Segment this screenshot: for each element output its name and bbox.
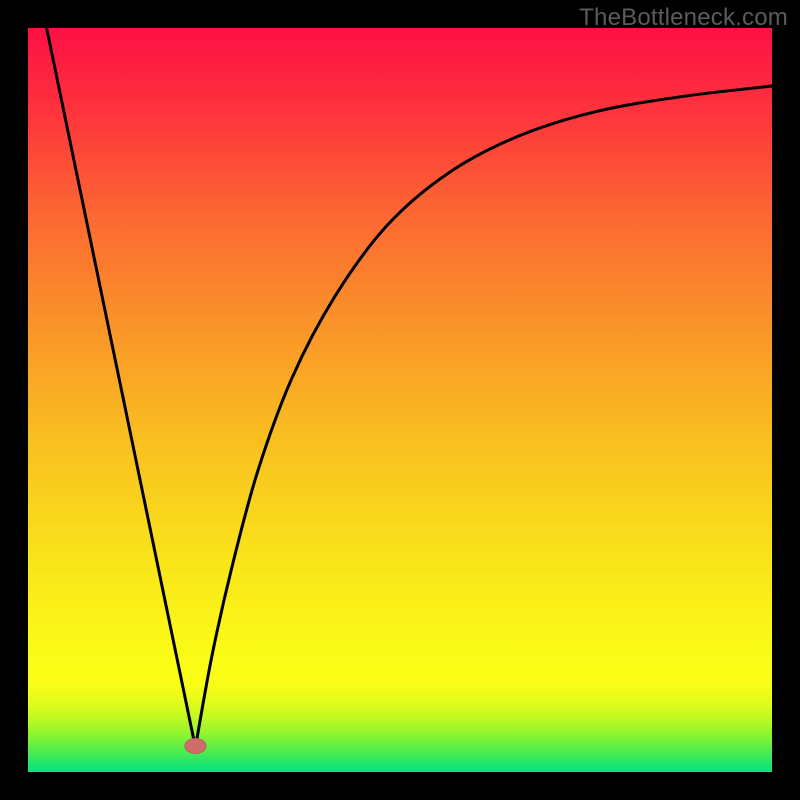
curve-layer <box>28 28 772 772</box>
watermark-text: TheBottleneck.com <box>579 4 788 32</box>
plot-area <box>28 28 772 772</box>
bottleneck-curve-line <box>47 28 772 747</box>
minimum-marker-icon <box>185 738 206 753</box>
chart-frame: TheBottleneck.com <box>0 0 800 800</box>
